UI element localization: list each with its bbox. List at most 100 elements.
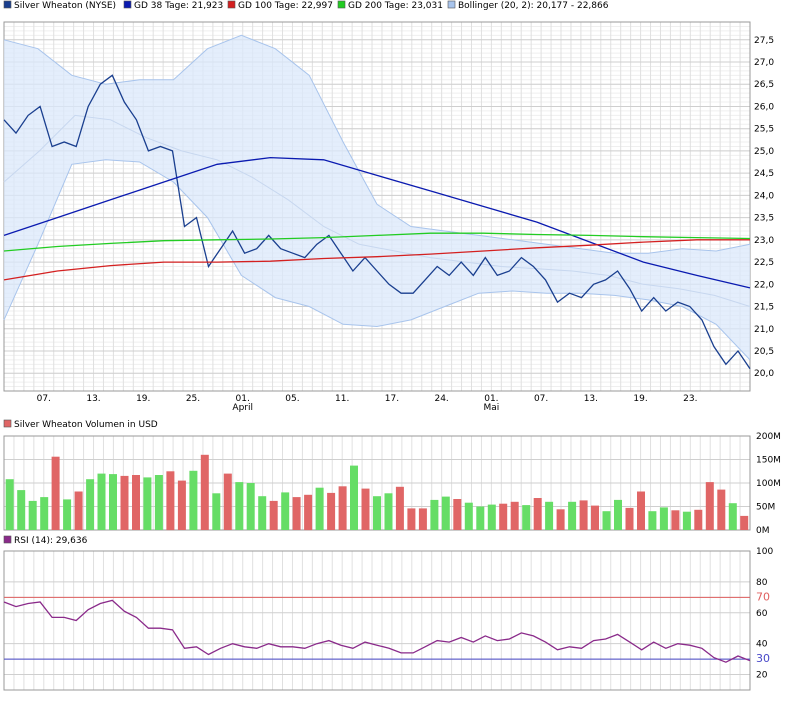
price-x-tick-label: 01. <box>484 394 498 404</box>
month-label: April <box>232 403 253 413</box>
price-x-tick-label: 13. <box>86 394 100 404</box>
price-y-tick-label: 26,0 <box>754 102 774 112</box>
price-legend-swatch <box>3 0 12 9</box>
volume-bar <box>51 456 60 530</box>
price-y-tick-label: 20,5 <box>754 347 774 357</box>
price-legend-swatch <box>227 0 236 9</box>
volume-bar <box>177 480 186 530</box>
price-y-tick-label: 27,5 <box>754 36 774 46</box>
volume-bar <box>315 487 324 530</box>
volume-bar <box>648 511 657 530</box>
price-legend-label: GD 38 Tage: 21,923 <box>134 1 223 11</box>
price-x-tick-label: 24. <box>434 394 448 404</box>
volume-bar <box>235 482 244 530</box>
volume-bar <box>384 493 393 530</box>
volume-bar <box>28 500 37 530</box>
volume-bar <box>74 491 83 530</box>
volume-bar <box>659 507 668 530</box>
volume-bar <box>510 501 519 530</box>
rsi-line <box>3 599 751 663</box>
volume-bar <box>740 515 749 530</box>
price-x-tick-label: 01. <box>236 394 250 404</box>
volume-bar <box>705 482 714 530</box>
volume-bar <box>533 498 542 530</box>
volume-bar <box>476 506 485 530</box>
price-y-tick-label: 27,0 <box>754 58 774 68</box>
rsi-legend-label: RSI (14): 29,636 <box>14 536 88 546</box>
price-x-tick-label: 19. <box>633 394 647 404</box>
price-x-tick-label: 23. <box>683 394 697 404</box>
volume-bar <box>338 486 347 530</box>
volume-bar <box>40 497 49 530</box>
price-x-tick-label: 11. <box>335 394 349 404</box>
volume-y-tick-label: 150M <box>756 456 781 466</box>
volume-bar <box>602 511 611 530</box>
price-y-tick-label: 24,0 <box>754 191 774 201</box>
gd38-line <box>3 156 751 289</box>
price-y-tick-label: 23,5 <box>754 214 774 224</box>
volume-bar <box>361 488 370 530</box>
volume-bar <box>166 471 175 531</box>
volume-bar <box>269 500 278 530</box>
price-y-tick-label: 21,5 <box>754 303 774 313</box>
volume-y-tick-label: 100M <box>756 479 781 489</box>
volume-bar <box>407 508 416 530</box>
volume-y-tick-label: 200M <box>756 432 781 442</box>
rsi-frame <box>3 550 751 691</box>
price-legend-swatch <box>123 0 132 9</box>
volume-legend-swatch <box>3 419 12 428</box>
month-label: Mai <box>483 403 499 413</box>
price-legend-swatch <box>337 0 346 9</box>
rsi-y-tick-label: 60 <box>756 609 768 619</box>
volume-bar <box>327 492 336 530</box>
volume-bar <box>591 505 599 530</box>
volume-bar <box>63 499 72 530</box>
volume-bar <box>120 475 129 530</box>
price-legend-swatch <box>447 0 456 9</box>
volume-bar <box>86 479 95 530</box>
volume-bar <box>579 500 588 530</box>
volume-bar <box>350 465 358 530</box>
volume-bar <box>5 479 14 530</box>
volume-bar <box>441 496 450 530</box>
price-y-tick-label: 25,5 <box>754 125 774 135</box>
bollinger-band <box>4 35 750 360</box>
price-legend-label: Bollinger (20, 2): 20,177 - 22,866 <box>458 1 609 11</box>
volume-bar <box>281 492 290 530</box>
volume-bar <box>568 501 577 530</box>
price-y-tick-label: 24,5 <box>754 169 774 179</box>
price-y-tick-label: 22,5 <box>754 258 774 268</box>
price-y-tick-label: 21,0 <box>754 325 774 335</box>
price-x-tick-label: 17. <box>385 394 399 404</box>
volume-bar <box>395 486 404 530</box>
price-x-tick-label: 25. <box>186 394 200 404</box>
gd100-line <box>3 239 750 281</box>
volume-legend-label: Silver Wheaton Volumen in USD <box>14 420 158 430</box>
volume-bar <box>694 509 703 530</box>
bollinger-lower-line <box>3 159 751 361</box>
bollinger-upper-line <box>3 34 751 254</box>
volume-bar <box>154 475 163 530</box>
price-y-tick-label: 26,5 <box>754 80 774 90</box>
volume-bar <box>556 509 565 530</box>
price-legend-label: GD 100 Tage: 22,997 <box>238 1 333 11</box>
volume-bar <box>545 501 554 530</box>
volume-bar <box>17 490 26 530</box>
volume-bar <box>109 474 117 530</box>
rsi-y-tick-label: 30 <box>756 652 770 665</box>
volume-bar <box>373 496 381 530</box>
price-legend-label: GD 200 Tage: 23,031 <box>348 1 443 11</box>
volume-bar <box>189 470 198 530</box>
volume-bar <box>223 473 232 530</box>
price-y-tick-label: 23,0 <box>754 236 774 246</box>
gd200-line <box>3 232 751 252</box>
volume-bar <box>143 477 152 530</box>
volume-bar <box>487 504 496 530</box>
price-x-tick-label: 07. <box>534 394 548 404</box>
volume-bar <box>453 499 462 530</box>
rsi-legend-swatch <box>3 535 12 544</box>
price-y-tick-label: 25,0 <box>754 147 774 157</box>
volume-bar <box>671 510 680 530</box>
